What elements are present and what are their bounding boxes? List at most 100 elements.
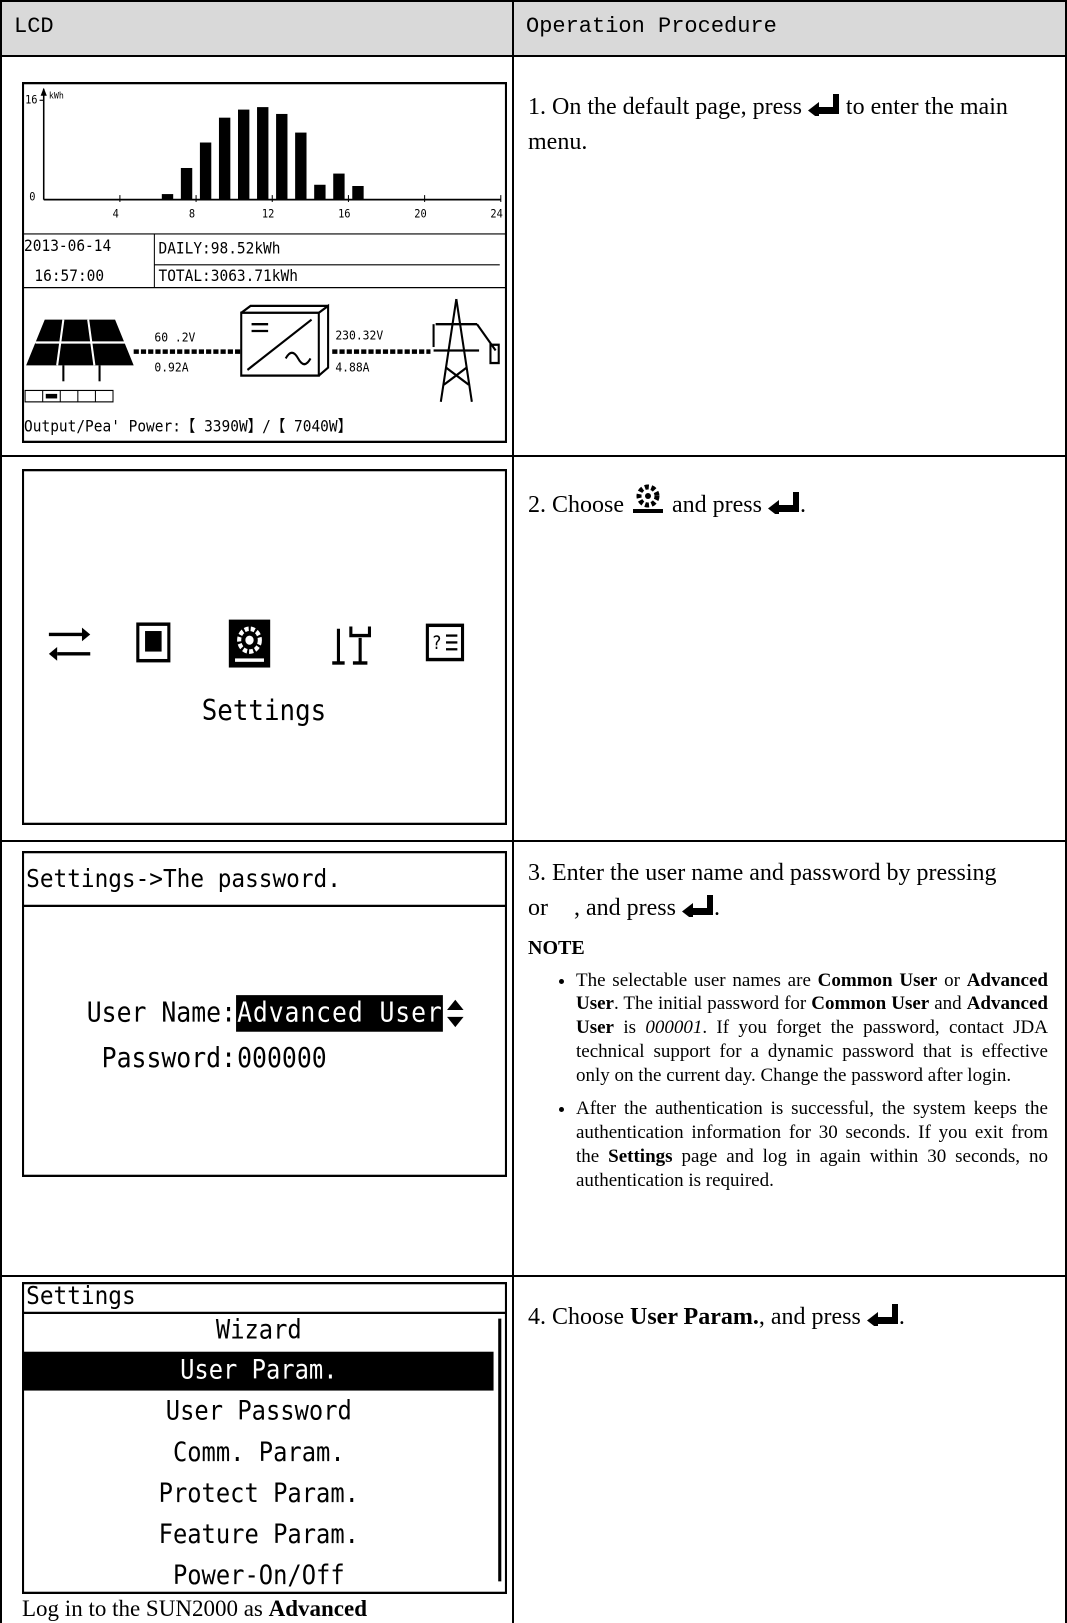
- rule: [0, 0, 2, 1623]
- procedure-step: 4. Choose User Param., and press .: [528, 1300, 1048, 1335]
- enter-icon: [681, 894, 713, 920]
- bar: [238, 109, 250, 200]
- bar: [218, 117, 231, 200]
- screen-title: Settings: [26, 1282, 136, 1310]
- bar: [276, 113, 288, 200]
- y-tick-label: 0: [29, 190, 35, 204]
- text: . The initial password for: [613, 993, 812, 1015]
- bar: [257, 107, 269, 200]
- x-tick-label: 12: [262, 207, 274, 221]
- rule: [0, 0, 1067, 2]
- up-arrow: [447, 999, 464, 1010]
- help-icon: ?: [425, 623, 465, 662]
- note-item: After the authentication is successful, …: [576, 1097, 1048, 1192]
- x-tick-label: 20: [414, 207, 426, 221]
- rule: [0, 455, 1067, 457]
- text: is: [613, 1017, 646, 1039]
- x-tick-label: 24: [490, 207, 503, 221]
- text: , and press: [574, 894, 682, 921]
- bar: [161, 194, 174, 200]
- text: After the authentication is successful, …: [576, 1098, 1048, 1167]
- maintenance-icon: [332, 626, 372, 665]
- menu-item: User Param.: [180, 1354, 337, 1384]
- x-tick-label: 8: [189, 207, 195, 221]
- text: .: [713, 894, 720, 921]
- menu-item: Power-On/Off: [173, 1560, 345, 1590]
- y-tick-label: 16: [25, 93, 37, 107]
- note-list: The selectable user names are Common Use…: [528, 969, 1048, 1193]
- text: . If you forget the password, contact JD…: [576, 1017, 1048, 1086]
- enter-icon: [807, 94, 839, 119]
- pv-voltage: 60 .2V: [154, 330, 195, 345]
- menu-item: Wizard: [216, 1314, 302, 1344]
- power-line: Output/Pea' Power:【 3390W】/【 7040W】: [24, 417, 352, 436]
- bar: [352, 186, 364, 200]
- text: .: [898, 1304, 905, 1330]
- time: 16:57:00: [34, 266, 104, 285]
- lcd-screen: 2013-06-14 16:57:00 DAILY:98.52kWh TOTAL…: [22, 82, 507, 443]
- svg-text:?: ?: [432, 633, 442, 654]
- grid-current: 4.88A: [335, 360, 369, 375]
- rule: [512, 0, 514, 1623]
- x-tick-label: 16: [338, 207, 350, 221]
- y-unit: kWh: [49, 91, 64, 101]
- log-icon: [136, 622, 171, 663]
- bar: [199, 142, 212, 200]
- text: .: [799, 492, 806, 518]
- text: Log in to the SUN2000 as: [22, 1596, 269, 1621]
- field-label: Password:: [102, 1043, 236, 1074]
- menu-item: Comm. Param.: [173, 1437, 345, 1467]
- bar: [333, 173, 345, 200]
- pv-current: 0.92A: [154, 360, 188, 375]
- field-label: User Name:: [87, 997, 236, 1028]
- settings-icon: [633, 484, 663, 513]
- screen-title: Settings->The password.: [26, 864, 341, 893]
- x-tick-label: 4: [113, 207, 120, 221]
- inverter: [240, 303, 330, 377]
- procedure-step: 2. Choose and press .: [528, 484, 1048, 523]
- enter-icon: [767, 492, 799, 517]
- settings-icon: [228, 619, 271, 668]
- lcd-screen: ? Settings: [22, 469, 507, 825]
- bar: [180, 167, 193, 200]
- rule: [0, 1275, 1067, 1277]
- header-cell: Operation Procedure: [526, 14, 777, 39]
- text: or: [937, 969, 967, 991]
- enter-icon: [866, 1304, 898, 1329]
- rule: [1065, 0, 1067, 1623]
- text: to enter the main menu.: [528, 94, 1008, 155]
- menu-item: User Password: [166, 1396, 352, 1426]
- solar-panel: [24, 319, 134, 403]
- lcd-frame: [22, 1282, 507, 1594]
- text: The selectable user names are: [576, 969, 818, 991]
- pylon: [432, 298, 500, 403]
- text: page and log in again within 30 seconds,…: [576, 1145, 1048, 1191]
- note-heading: NOTE: [528, 936, 585, 959]
- text: , and press: [758, 1304, 867, 1330]
- text: Settings: [608, 1145, 673, 1167]
- header-cell: LCD: [14, 14, 54, 39]
- lcd-screen: Settings->The password. User Name: Advan…: [22, 851, 507, 1177]
- field-value: 000000: [237, 1043, 327, 1074]
- lcd-screen: Settings Wizard User Param. User Password C…: [22, 1282, 507, 1594]
- field-value: Advanced User: [237, 997, 442, 1028]
- text: Advanced User: [576, 969, 1048, 1015]
- procedure-step: 3. Enter the user name and password by p…: [528, 856, 1048, 1202]
- down-arrow: [447, 1016, 464, 1028]
- note-item: The selectable user names are Common Use…: [576, 969, 1048, 1088]
- menu-label: Settings: [202, 695, 327, 727]
- rule: [0, 840, 1067, 842]
- text: Advanced User: [576, 993, 1048, 1039]
- axis-arrow: [40, 87, 47, 96]
- text: 2. Choose: [528, 492, 630, 518]
- text: or: [528, 894, 554, 921]
- rule: [0, 55, 1067, 57]
- bar: [314, 184, 326, 200]
- text: 1. On the default page, press: [528, 94, 808, 120]
- bar: [295, 132, 307, 200]
- text: 000001: [645, 1017, 703, 1039]
- caption: Log in to the SUN2000 as Advanced: [22, 1596, 367, 1622]
- text: User Param.: [630, 1304, 759, 1330]
- header-bg: [0, 0, 1067, 55]
- text: Common User: [811, 993, 930, 1015]
